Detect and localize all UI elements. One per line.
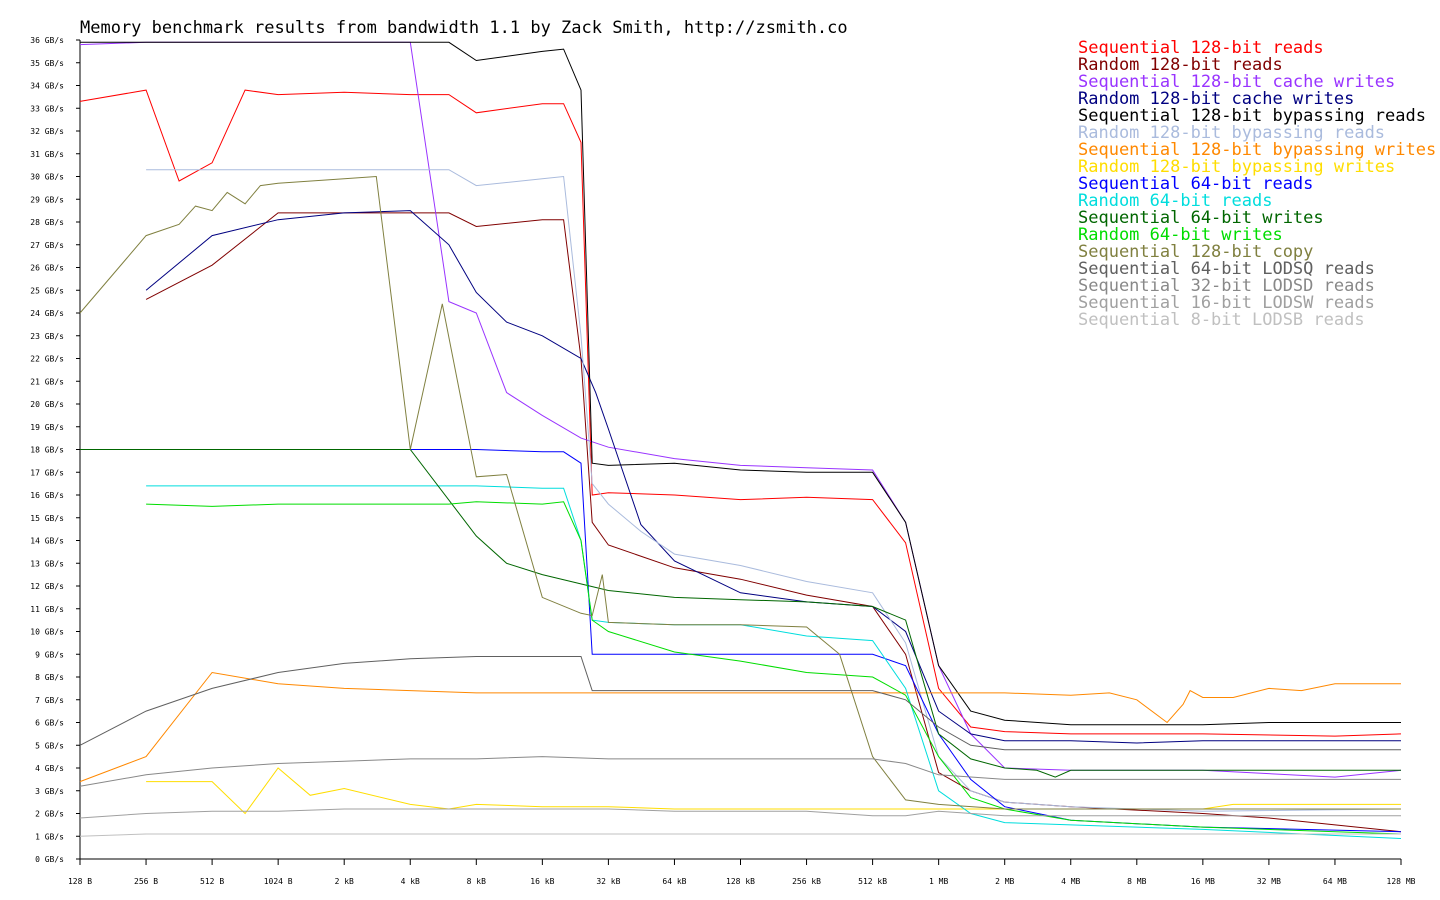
legend-entry: Sequential 64-bit reads [1078, 174, 1313, 194]
y-tick-label: 7 GB/s [35, 696, 64, 705]
legend-entry: Random 128-bit bypassing reads [1078, 123, 1385, 143]
legend-entry: Sequential 128-bit cache writes [1078, 72, 1395, 92]
series-line-random-128-bit-cache-writes [145, 210, 1401, 744]
x-tick-label: 256 kB [792, 877, 821, 886]
x-tick-label: 4 MB [1061, 877, 1080, 886]
legend-entry: Random 128-bit reads [1078, 55, 1283, 75]
y-tick-label: 24 GB/s [30, 309, 64, 318]
x-tick-label: 512 B [200, 877, 224, 886]
x-axis-ticks: 128 B 256 B 512 B 1024 B 2 kB 4 kB 8 kB 16 kB 32… [68, 859, 1416, 886]
y-tick-label: 12 GB/s [30, 582, 64, 591]
series-lines [79, 41, 1402, 839]
series-line-sequential-16-bit-lodsw-reads [79, 808, 1401, 819]
series-line-sequential-8-bit-lodsb-reads [79, 833, 1401, 837]
y-tick-label: 34 GB/s [30, 82, 64, 91]
x-tick-label: 16 kB [530, 877, 554, 886]
x-tick-label: 1 MB [929, 877, 948, 886]
x-tick-label: 32 kB [596, 877, 620, 886]
series-line-sequential-64-bit-lodsq-reads [79, 656, 1401, 751]
y-tick-label: 23 GB/s [30, 332, 64, 341]
y-tick-label: 0 GB/s [35, 855, 64, 864]
y-tick-label: 14 GB/s [30, 537, 64, 546]
x-tick-label: 128 B [68, 877, 92, 886]
y-tick-label: 22 GB/s [30, 355, 64, 364]
y-tick-label: 32 GB/s [30, 127, 64, 136]
y-tick-label: 31 GB/s [30, 150, 64, 159]
x-tick-label: 2 kB [335, 877, 354, 886]
y-tick-label: 8 GB/s [35, 673, 64, 682]
series-line-sequential-32-bit-lodsd-reads [79, 756, 1401, 787]
y-tick-label: 27 GB/s [30, 241, 64, 250]
y-tick-label: 6 GB/s [35, 719, 64, 728]
legend-entry: Random 64-bit reads [1078, 191, 1272, 211]
legend-entry: Sequential 128-bit copy [1078, 242, 1313, 262]
legend-entry: Sequential 64-bit writes [1078, 208, 1324, 228]
x-tick-label: 512 kB [858, 877, 887, 886]
y-tick-label: 33 GB/s [30, 104, 64, 113]
chart-title: Memory benchmark results from bandwidth … [80, 18, 848, 38]
y-tick-label: 9 GB/s [35, 650, 64, 659]
y-axis-ticks: 0 GB/s 1 GB/s 2 GB/s 3 GB/s 4 GB/s 5 GB/s 6 GB… [30, 36, 80, 864]
y-tick-label: 19 GB/s [30, 423, 64, 432]
y-tick-label: 4 GB/s [35, 764, 64, 773]
x-tick-label: 4 kB [401, 877, 420, 886]
x-tick-label: 16 MB [1191, 877, 1215, 886]
y-tick-label: 26 GB/s [30, 264, 64, 273]
legend-entry: Sequential 128-bit reads [1078, 38, 1324, 58]
legend-entry: Sequential 8-bit LODSB reads [1078, 310, 1365, 330]
y-tick-label: 20 GB/s [30, 400, 64, 409]
series-line-random-128-bit-bypassing-reads [146, 169, 1402, 812]
y-tick-label: 16 GB/s [30, 491, 64, 500]
y-tick-label: 5 GB/s [35, 741, 64, 750]
legend-entry: Random 128-bit cache writes [1078, 89, 1354, 109]
y-tick-label: 18 GB/s [30, 446, 64, 455]
x-tick-label: 128 MB [1387, 877, 1416, 886]
series-line-sequential-128-bit-reads [79, 89, 1402, 737]
x-tick-label: 128 kB [726, 877, 755, 886]
y-tick-label: 28 GB/s [30, 218, 64, 227]
y-tick-label: 13 GB/s [30, 559, 64, 568]
y-tick-label: 15 GB/s [30, 514, 64, 523]
legend-entry: Sequential 128-bit bypassing reads [1078, 106, 1426, 126]
y-tick-label: 21 GB/s [30, 377, 64, 386]
legend-entry: Random 128-bit bypassing writes [1078, 157, 1395, 177]
legend-entry: Sequential 16-bit LODSW reads [1078, 293, 1375, 313]
y-tick-label: 3 GB/s [35, 787, 64, 796]
legend-entry: Sequential 128-bit bypassing writes [1078, 140, 1436, 160]
legend-entry: Sequential 64-bit LODSQ reads [1078, 259, 1375, 279]
y-tick-label: 25 GB/s [30, 286, 64, 295]
y-tick-label: 17 GB/s [30, 468, 64, 477]
y-tick-label: 1 GB/s [35, 832, 64, 841]
legend-entry: Sequential 32-bit LODSD reads [1078, 276, 1375, 296]
x-tick-label: 256 B [134, 877, 158, 886]
x-tick-label: 8 kB [467, 877, 486, 886]
x-tick-label: 8 MB [1127, 877, 1146, 886]
x-tick-label: 64 MB [1323, 877, 1347, 886]
y-tick-label: 10 GB/s [30, 628, 64, 637]
series-line-sequential-128-bit-bypassing-writes [79, 671, 1401, 783]
x-tick-label: 32 MB [1257, 877, 1281, 886]
series-line-sequential-64-bit-writes [80, 449, 1401, 778]
y-tick-label: 36 GB/s [30, 36, 64, 45]
y-tick-label: 35 GB/s [30, 59, 64, 68]
series-line-sequential-128-bit-copy [79, 175, 1401, 810]
series-line-random-64-bit-writes [146, 501, 1402, 835]
y-tick-label: 29 GB/s [30, 195, 64, 204]
x-tick-label: 1024 B [264, 877, 293, 886]
x-tick-label: 64 kB [662, 877, 686, 886]
legend-entry: Random 64-bit writes [1078, 225, 1283, 245]
x-tick-label: 2 MB [995, 877, 1014, 886]
y-tick-label: 11 GB/s [30, 605, 64, 614]
series-line-sequential-128-bit-bypassing-reads [80, 41, 1401, 726]
y-tick-label: 30 GB/s [30, 173, 64, 182]
y-tick-label: 2 GB/s [35, 810, 64, 819]
